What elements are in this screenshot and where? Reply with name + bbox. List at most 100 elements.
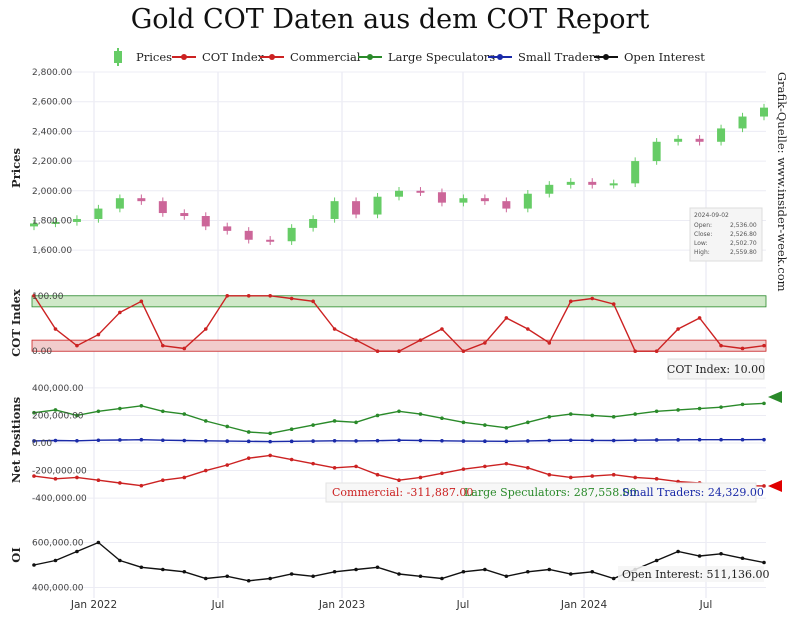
open-interest-point	[53, 558, 58, 563]
legend-label-commercial: Commercial	[290, 50, 361, 64]
legend-item-cot-index[interactable]: COT Index	[172, 50, 264, 64]
price-candle	[201, 216, 210, 227]
ohlc-close-value: 2,526.80	[730, 231, 757, 238]
legend-label-large-speculators: Large Speculators	[388, 50, 496, 64]
commercial-point	[483, 464, 487, 469]
commercial-point	[375, 472, 380, 477]
legend-item-small-traders[interactable]: Small Traders	[488, 50, 600, 64]
commercial-point	[633, 475, 637, 480]
cot-index-point	[526, 327, 530, 331]
small-traders-point	[53, 438, 58, 443]
large-speculators-point	[332, 419, 337, 423]
open-interest-point	[161, 567, 165, 572]
cot-index-point	[225, 293, 230, 298]
cot-index-point	[440, 327, 444, 331]
commercial-point	[526, 466, 530, 470]
commercial-point	[182, 475, 187, 480]
price-candle	[717, 128, 726, 142]
large-speculators-point	[654, 409, 659, 414]
cot-index-value-label: COT Index: 10.00	[667, 363, 765, 376]
price-candle	[137, 198, 146, 202]
oi-label-box	[618, 566, 764, 582]
commercial-point	[75, 475, 79, 480]
commercial-point	[397, 478, 401, 483]
large-speculators-point	[397, 409, 401, 414]
open-interest-point	[461, 569, 466, 574]
legend-label-open-interest: Open Interest	[624, 50, 705, 64]
small-traders-line-icon	[488, 51, 512, 63]
cot-index-line-icon	[172, 51, 196, 63]
y-tick-label: 200,000.00	[32, 411, 84, 421]
price-candle	[287, 227, 296, 242]
y-tick-label: 0.00	[32, 347, 52, 357]
legend-item-open-interest[interactable]: Open Interest	[594, 50, 705, 64]
y-tick-label: 100.00	[32, 292, 64, 302]
commercial-point	[161, 478, 165, 483]
cot-index-point	[268, 293, 272, 298]
small-traders-point	[697, 437, 702, 442]
open-interest-point	[440, 576, 444, 581]
x-tick-label: Jan 2022	[70, 599, 117, 611]
large-speculators-point	[75, 413, 79, 418]
small-traders-point	[590, 438, 595, 443]
small-traders-point	[504, 439, 509, 444]
cot-index-point	[697, 316, 702, 320]
open-interest-point	[375, 565, 380, 570]
legend-label-small-traders: Small Traders	[518, 50, 601, 64]
small-traders-point	[483, 439, 487, 444]
large-speculators-point	[611, 415, 616, 419]
cot-index-point	[483, 341, 487, 345]
price-candle	[502, 201, 511, 209]
large-speculators-point	[225, 424, 230, 429]
price-candle	[652, 141, 661, 162]
price-candle	[373, 196, 382, 215]
chart-title: Gold COT Daten aus dem COT Report	[130, 4, 650, 35]
x-tick-label: Jul	[699, 599, 713, 611]
large-speculators-marker-icon	[768, 391, 782, 403]
commercial-point	[53, 477, 58, 481]
open-interest-value-label: Open Interest: 511,136.00	[622, 568, 770, 581]
small-traders-point	[182, 438, 187, 443]
small-traders-point	[118, 438, 122, 442]
cot-index-point	[418, 338, 423, 342]
y-axis-title-net-positions: Net Positions	[9, 397, 23, 483]
large-speculators-value-label: Large Speculators: 287,558.00	[464, 486, 637, 499]
large-speculators-point	[504, 426, 509, 430]
commercial-point	[225, 463, 230, 467]
small-traders-point	[762, 437, 766, 442]
price-candle	[416, 190, 425, 193]
large-speculators-point	[590, 413, 595, 418]
y-axis-title-oi: OI	[9, 547, 23, 562]
x-tick-label: Jul	[456, 599, 470, 611]
commercial-point	[139, 483, 144, 488]
legend-item-commercial[interactable]: Commercial	[260, 50, 361, 64]
cot-index-point	[182, 346, 187, 351]
open-interest-point	[654, 558, 659, 563]
open-interest-point	[182, 569, 187, 574]
y-axis-title-prices: Prices	[9, 148, 23, 188]
cot-index-label-box	[667, 358, 765, 380]
commercial-point	[354, 464, 358, 469]
small-traders-point	[440, 438, 444, 443]
cot-index-point	[633, 349, 637, 354]
small-traders-point	[268, 439, 272, 444]
open-interest-point	[118, 558, 122, 563]
price-candle	[266, 239, 275, 242]
open-interest-point	[139, 565, 144, 570]
small-traders-point	[568, 438, 573, 443]
commercial-point	[547, 472, 552, 477]
legend-item-large-speculators[interactable]: Large Speculators	[358, 50, 495, 64]
large-speculators-point	[676, 408, 680, 412]
legend-item-prices[interactable]: Prices	[106, 48, 172, 66]
small-traders-point	[611, 438, 616, 443]
y-tick-label: 2,400.00	[32, 127, 72, 137]
large-speculators-point	[139, 404, 144, 408]
small-traders-point	[311, 439, 315, 443]
cot-index-point	[32, 293, 36, 298]
y-tick-label: 400,000.00	[32, 584, 84, 594]
large-speculators-point	[418, 412, 423, 416]
price-candle	[180, 213, 189, 217]
open-interest-point	[289, 572, 294, 576]
commercial-point	[96, 478, 101, 483]
